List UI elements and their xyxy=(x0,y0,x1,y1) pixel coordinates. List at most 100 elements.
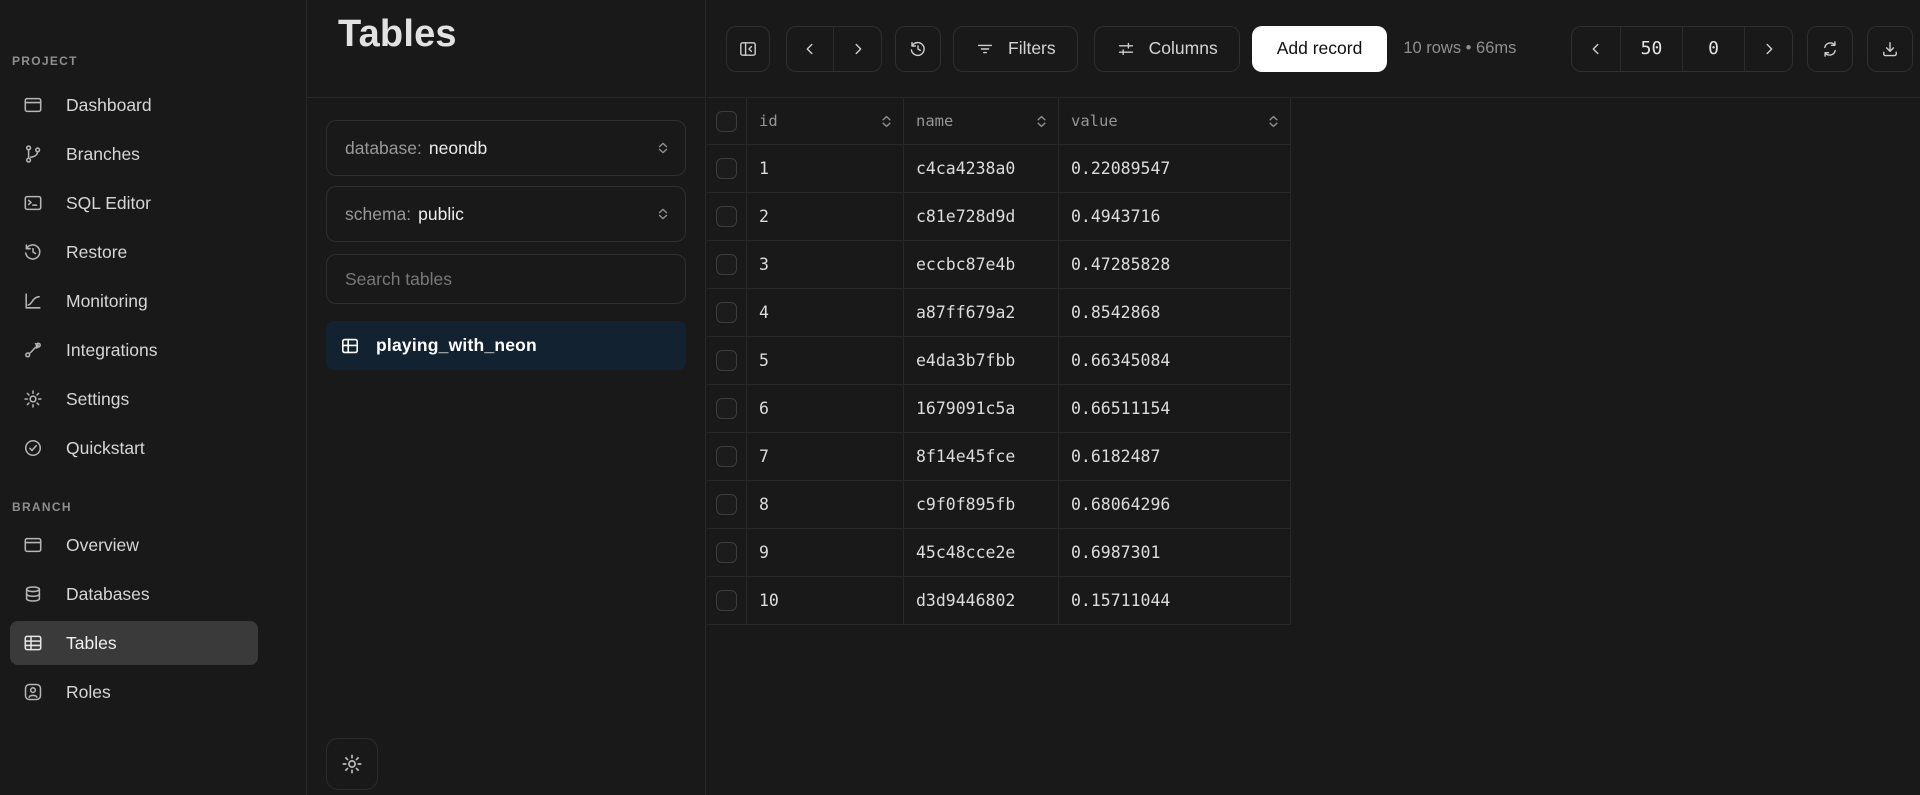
sidebar-item-roles[interactable]: Roles xyxy=(10,670,258,714)
overview-icon xyxy=(22,534,44,556)
refresh-button[interactable] xyxy=(1807,25,1853,72)
cell-value[interactable]: 0.6987301 xyxy=(1059,529,1291,576)
row-checkbox[interactable] xyxy=(716,254,737,275)
select-all-checkbox[interactable] xyxy=(716,110,737,132)
add-record-button[interactable]: Add record xyxy=(1251,25,1388,72)
sidebar-item-monitoring[interactable]: Monitoring xyxy=(10,279,258,323)
page-size-input[interactable]: 50 xyxy=(1620,26,1682,71)
cell-id[interactable]: 10 xyxy=(747,577,904,624)
cell-value[interactable]: 0.4943716 xyxy=(1059,193,1291,240)
sidebar-item-dashboard[interactable]: Dashboard xyxy=(10,83,258,127)
history-button[interactable] xyxy=(895,25,941,72)
next-page-button[interactable] xyxy=(1744,26,1792,71)
cell-value[interactable]: 0.6182487 xyxy=(1059,433,1291,480)
row-checkbox[interactable] xyxy=(716,398,737,419)
cell-value[interactable]: 0.15711044 xyxy=(1059,577,1291,624)
column-header-id[interactable]: id xyxy=(747,98,904,144)
database-selector[interactable]: database: neondb xyxy=(326,120,686,176)
cell-id[interactable]: 6 xyxy=(747,385,904,432)
columns-button[interactable]: Columns xyxy=(1093,25,1240,72)
sidebar-item-label: Quickstart xyxy=(66,437,145,458)
sort-icon[interactable] xyxy=(1266,113,1281,130)
cell-id[interactable]: 5 xyxy=(747,337,904,384)
sort-icon[interactable] xyxy=(1034,113,1049,130)
table-row[interactable]: 7 8f14e45fce 0.6182487 xyxy=(707,433,1291,481)
sidebar-item-overview[interactable]: Overview xyxy=(10,523,258,567)
cell-value[interactable]: 0.66511154 xyxy=(1059,385,1291,432)
cell-value[interactable]: 0.8542868 xyxy=(1059,289,1291,336)
cell-id[interactable]: 9 xyxy=(747,529,904,576)
table-row[interactable]: 9 45c48cce2e 0.6987301 xyxy=(707,529,1291,577)
cell-id[interactable]: 8 xyxy=(747,481,904,528)
filters-button[interactable]: Filters xyxy=(953,25,1078,72)
schema-selector[interactable]: schema: public xyxy=(326,186,686,242)
cell-id[interactable]: 3 xyxy=(747,241,904,288)
cell-value[interactable]: 0.22089547 xyxy=(1059,145,1291,192)
cell-value[interactable]: 0.47285828 xyxy=(1059,241,1291,288)
table-row[interactable]: 6 1679091c5a 0.66511154 xyxy=(707,385,1291,433)
row-checkbox[interactable] xyxy=(716,446,737,467)
row-checkbox[interactable] xyxy=(716,158,737,179)
column-header-name[interactable]: name xyxy=(904,98,1059,144)
table-row[interactable]: 2 c81e728d9d 0.4943716 xyxy=(707,193,1291,241)
page-offset-input[interactable]: 0 xyxy=(1682,26,1744,71)
column-header-value[interactable]: value xyxy=(1059,98,1291,144)
column-header-label: value xyxy=(1071,112,1118,130)
table-row[interactable]: 5 e4da3b7fbb 0.66345084 xyxy=(707,337,1291,385)
tables-panel: Tables database: neondb schema: public p… xyxy=(306,0,706,795)
collapse-panel-button[interactable] xyxy=(726,25,770,72)
table-row[interactable]: 8 c9f0f895fb 0.68064296 xyxy=(707,481,1291,529)
redo-button[interactable] xyxy=(834,27,881,71)
cell-id[interactable]: 1 xyxy=(747,145,904,192)
table-row[interactable]: 1 c4ca4238a0 0.22089547 xyxy=(707,145,1291,193)
sidebar-item-sql-editor[interactable]: SQL Editor xyxy=(10,181,258,225)
sidebar-item-tables[interactable]: Tables xyxy=(10,621,258,665)
row-select-cell xyxy=(707,289,747,336)
cell-name[interactable]: c9f0f895fb xyxy=(904,481,1059,528)
sidebar-item-restore[interactable]: Restore xyxy=(10,230,258,274)
cell-name[interactable]: d3d9446802 xyxy=(904,577,1059,624)
cell-name[interactable]: 8f14e45fce xyxy=(904,433,1059,480)
undo-button[interactable] xyxy=(787,26,834,71)
sidebar-item-quickstart[interactable]: Quickstart xyxy=(10,426,258,470)
prev-page-button[interactable] xyxy=(1572,27,1620,71)
schema-selector-label: schema: xyxy=(345,203,412,224)
cell-name[interactable]: e4da3b7fbb xyxy=(904,337,1059,384)
grid-body: 1 c4ca4238a0 0.22089547 2 c81e728d9d 0.494371… xyxy=(707,145,1291,625)
table-list-item-label: playing_with_neon xyxy=(376,335,537,355)
sidebar-item-label: Roles xyxy=(66,681,111,702)
sort-icon[interactable] xyxy=(879,113,894,130)
row-checkbox[interactable] xyxy=(716,350,737,371)
sidebar-item-integrations[interactable]: Integrations xyxy=(10,328,258,372)
cell-id[interactable]: 4 xyxy=(747,289,904,336)
cell-id[interactable]: 7 xyxy=(747,433,904,480)
sidebar-item-branches[interactable]: Branches xyxy=(10,132,258,176)
cell-name[interactable]: 1679091c5a xyxy=(904,385,1059,432)
table-list-item-playing_with_neon[interactable]: playing_with_neon xyxy=(326,321,686,370)
cell-id[interactable]: 2 xyxy=(747,193,904,240)
table-row[interactable]: 4 a87ff679a2 0.8542868 xyxy=(707,289,1291,337)
table-row[interactable]: 10 d3d9446802 0.15711044 xyxy=(707,577,1291,625)
column-header-label: name xyxy=(916,112,954,130)
cell-value[interactable]: 0.68064296 xyxy=(1059,481,1291,528)
cell-name[interactable]: a87ff679a2 xyxy=(904,289,1059,336)
panel-settings-button[interactable] xyxy=(326,738,378,790)
cell-name[interactable]: c4ca4238a0 xyxy=(904,145,1059,192)
row-checkbox[interactable] xyxy=(716,590,737,611)
search-tables-input[interactable] xyxy=(326,254,686,304)
cell-value[interactable]: 0.66345084 xyxy=(1059,337,1291,384)
row-checkbox[interactable] xyxy=(716,302,737,323)
chevron-up-down-icon xyxy=(656,140,670,156)
sidebar-item-databases[interactable]: Databases xyxy=(10,572,258,616)
cell-name[interactable]: eccbc87e4b xyxy=(904,241,1059,288)
cell-name[interactable]: 45c48cce2e xyxy=(904,529,1059,576)
row-checkbox[interactable] xyxy=(716,542,737,563)
row-checkbox[interactable] xyxy=(716,206,737,227)
cell-name[interactable]: c81e728d9d xyxy=(904,193,1059,240)
sidebar-item-settings[interactable]: Settings xyxy=(10,377,258,421)
download-button[interactable] xyxy=(1867,25,1913,72)
table-row[interactable]: 3 eccbc87e4b 0.47285828 xyxy=(707,241,1291,289)
panel-left-collapse-icon xyxy=(738,39,758,59)
restore-icon xyxy=(22,241,44,263)
row-checkbox[interactable] xyxy=(716,494,737,515)
